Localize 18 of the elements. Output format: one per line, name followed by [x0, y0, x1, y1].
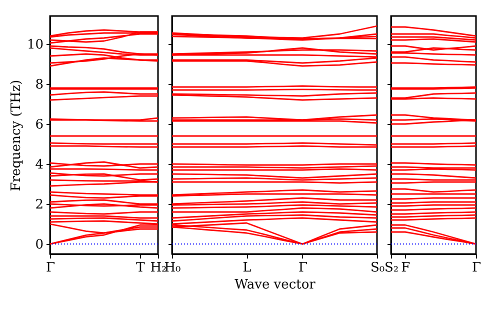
y-tick-label: 10 — [26, 38, 44, 52]
y-tick-label: 0 — [35, 238, 44, 252]
y-axis-title: Frequency (THz) — [8, 80, 24, 192]
y-tick-label: 2 — [35, 198, 44, 212]
x-tick-label: F — [401, 260, 410, 276]
x-axis-title: Wave vector — [234, 278, 316, 292]
x-tick-label: S₀ — [370, 260, 385, 276]
x-tick-label: Γ — [472, 260, 482, 276]
y-tick-label: 6 — [35, 118, 44, 132]
x-tick-label: Γ — [46, 260, 56, 276]
y-tick-label: 8 — [35, 78, 44, 92]
x-tick-label: Γ — [298, 260, 308, 276]
x-tick-label: H₂ — [150, 260, 167, 276]
x-tick-label: L — [242, 260, 252, 276]
x-tick-label: T — [136, 260, 146, 276]
x-tick-label: H₀ — [164, 260, 181, 276]
x-tick-label: S₂ — [384, 260, 399, 276]
y-tick-label: 4 — [35, 158, 44, 172]
